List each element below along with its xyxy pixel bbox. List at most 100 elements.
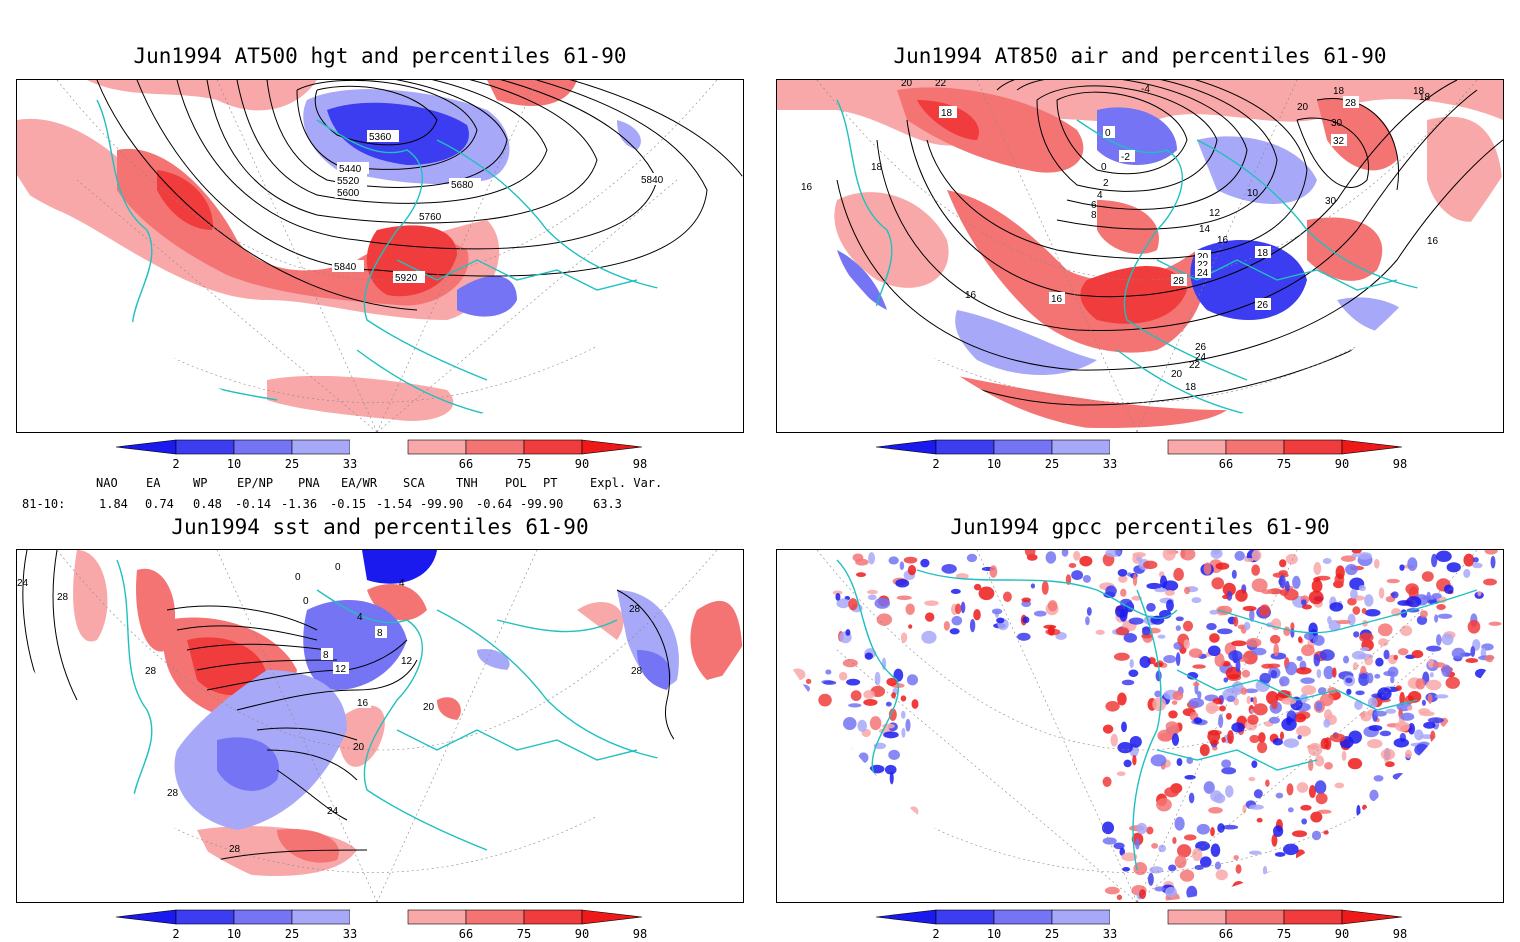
precip-blob (949, 628, 960, 635)
precip-blob (1209, 633, 1220, 643)
contour-label: 18 (1333, 86, 1345, 97)
precip-blob (837, 842, 854, 852)
precip-blob (842, 658, 858, 668)
precip-blob (1285, 661, 1298, 676)
contour-label: 2 (1103, 178, 1109, 189)
contour-label: 0 (1101, 162, 1107, 173)
precip-blob (1359, 632, 1374, 643)
precip-blob (1193, 717, 1203, 724)
precip-blob (855, 572, 867, 578)
colorbar-segment (233, 439, 293, 455)
precip-blob (1176, 758, 1183, 766)
precip-blob (833, 866, 849, 875)
precip-blob (1400, 712, 1415, 721)
precip-blob (1141, 628, 1151, 636)
precip-blob (1119, 609, 1128, 622)
precip-blob (1279, 676, 1290, 687)
precip-blob (1193, 681, 1200, 687)
precip-blob (1415, 857, 1426, 866)
precip-blob (877, 810, 887, 816)
panel-title-hgt500: Jun1994 AT500 hgt and percentiles 61-90 (133, 44, 627, 68)
precip-blob (1243, 621, 1251, 631)
precip-blob (1422, 845, 1436, 858)
contour-label: 28 (629, 604, 641, 615)
precip-blob (1485, 654, 1495, 663)
precip-blob (1180, 550, 1196, 561)
precip-blob (1323, 665, 1334, 680)
precip-blob (1378, 587, 1385, 599)
precip-blob (1258, 732, 1266, 743)
precip-blob (1233, 616, 1239, 627)
precip-blob (1199, 856, 1212, 868)
precip-blob (1301, 685, 1317, 695)
precip-blob (1268, 716, 1281, 724)
precip-blob (1134, 838, 1140, 850)
precip-blob (1484, 550, 1498, 555)
precip-blob (1369, 789, 1379, 802)
precip-blob (1367, 697, 1378, 709)
precip-blob (1174, 855, 1187, 869)
precip-blob (836, 736, 844, 744)
precip-blob (1147, 872, 1154, 886)
colorbar-tick-label: 25 (1045, 927, 1059, 941)
precip-blob (1252, 882, 1268, 896)
precip-blob (820, 838, 830, 848)
precip-blob (1283, 626, 1291, 637)
precip-blob (1261, 663, 1274, 669)
precip-blob (1183, 639, 1190, 649)
contour-label: 8 (323, 650, 329, 661)
precip-blob (1422, 836, 1432, 851)
colorbar-segment (1167, 909, 1227, 925)
precip-blob (1233, 855, 1239, 860)
contour-label: 18 (871, 162, 883, 173)
precip-blob (1252, 881, 1257, 892)
precip-blob (855, 878, 869, 888)
precip-blob (1416, 795, 1422, 805)
precip-blob (1443, 584, 1454, 594)
precip-blob (895, 813, 902, 823)
precip-blob (1230, 885, 1235, 896)
index-header-wp: WP (193, 476, 208, 490)
contour-label: 24 (1195, 352, 1207, 363)
precip-blob (863, 690, 875, 699)
precip-blob (1335, 565, 1345, 580)
precip-blob (1271, 834, 1278, 847)
contour-label: 10 (1247, 188, 1259, 199)
precip-blob (1157, 634, 1166, 639)
precip-blob (955, 573, 969, 580)
precip-blob (1154, 886, 1165, 892)
precip-blob (1377, 623, 1393, 637)
precip-blob (1367, 672, 1374, 684)
precip-blob (1117, 569, 1128, 577)
precip-blob (1441, 633, 1454, 646)
precip-blob (1128, 669, 1139, 678)
colorbar-tick-label: 90 (1335, 927, 1349, 941)
precip-blob (1375, 657, 1384, 667)
precip-blob (1401, 875, 1413, 890)
precip-blob (1259, 604, 1271, 617)
precip-blob (1384, 761, 1395, 768)
precip-blob (1420, 610, 1428, 618)
precip-blob (1255, 886, 1270, 896)
panel-title-sst: Jun1994 sst and percentiles 61-90 (171, 515, 589, 539)
precip-blob (1214, 861, 1222, 870)
precip-blob (848, 598, 858, 611)
map-panel-air850: 20 22 18 18 -4 0 -2 0 2 4 6 8 10 12 14 1… (776, 79, 1504, 433)
precip-blob (1472, 557, 1479, 563)
colorbar-tick-label: 98 (1393, 927, 1407, 941)
precip-blob (908, 835, 922, 843)
precip-blob (1186, 885, 1198, 900)
precip-blob (1351, 650, 1366, 660)
panel-title-gpcc: Jun1994 gpcc percentiles 61-90 (950, 515, 1330, 539)
colorbar-tick-label: 2 (172, 927, 179, 941)
colorbar-arrow-left (116, 439, 177, 455)
precip-blob (1329, 602, 1344, 612)
map-air850: 20 22 18 18 -4 0 -2 0 2 4 6 8 10 12 14 1… (777, 80, 1503, 432)
precip-blob (1313, 653, 1321, 667)
precip-blob (1390, 676, 1395, 684)
precip-blob (1474, 668, 1488, 679)
precip-blob (1395, 685, 1402, 691)
precip-blob (1251, 578, 1268, 593)
contour-label: 4 (399, 578, 405, 589)
precip-blob (844, 854, 850, 867)
